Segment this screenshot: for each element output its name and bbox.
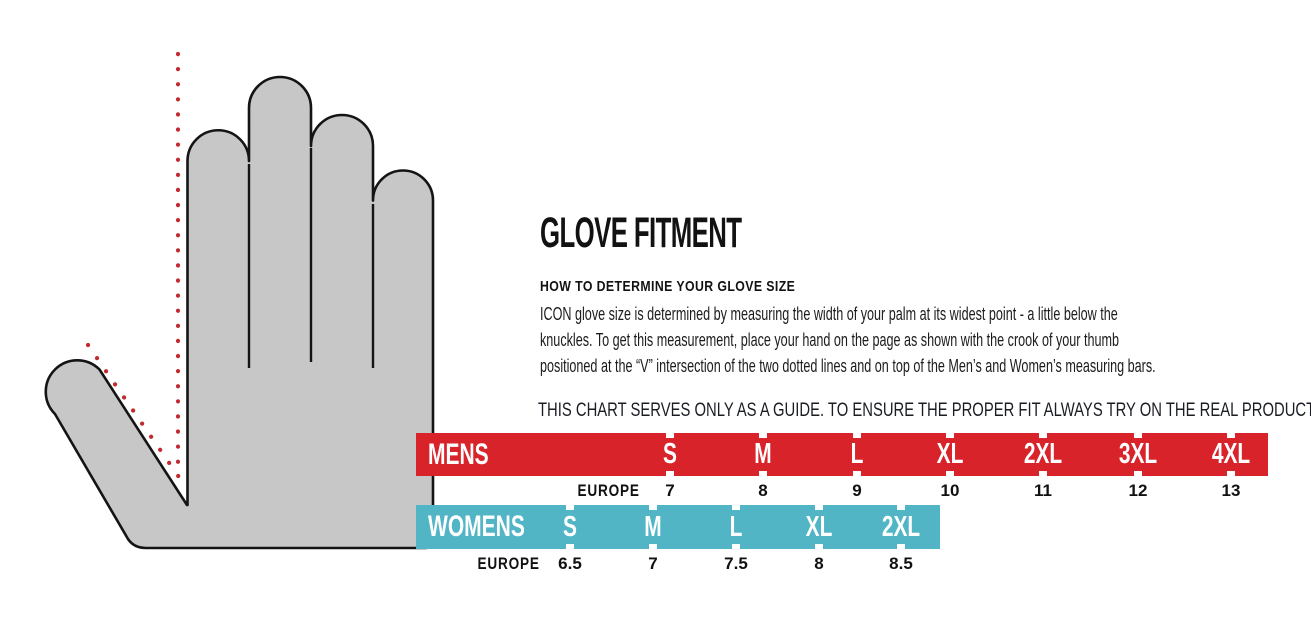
tick-mark (666, 433, 674, 438)
tick-mark (1039, 433, 1047, 438)
tick-mark (649, 544, 657, 549)
tick-mark (732, 544, 740, 549)
tick-mark (566, 505, 574, 510)
womens-size-label: XL (805, 510, 833, 543)
tick-mark (1134, 433, 1142, 438)
mens-size-label: M (754, 438, 772, 470)
tick-mark (566, 544, 574, 549)
tick-mark (815, 544, 823, 549)
womens-size-bar: WOMENS S M L XL 2XL (416, 505, 940, 549)
hand-illustration (44, 51, 435, 550)
body-copy-line-1: ICON glove size is determined by measuri… (540, 304, 1118, 324)
page-title: GLOVE FITMENT (540, 209, 742, 257)
tick-mark (666, 471, 674, 476)
tick-mark (1227, 433, 1235, 438)
mens-euro-value: 13 (1221, 481, 1241, 500)
disclaimer-text: THIS CHART SERVES ONLY AS A GUIDE. TO EN… (538, 400, 1311, 421)
mens-euro-value: 11 (1034, 481, 1052, 500)
womens-europe-label: EUROPE (477, 554, 540, 573)
mens-size-label: 3XL (1118, 438, 1158, 470)
mens-size-label: L (850, 438, 864, 470)
tick-mark (732, 505, 740, 510)
mens-euro-value: 10 (940, 481, 960, 500)
tick-mark (1039, 471, 1047, 476)
body-copy-line-3: positioned at the “V” intersection of th… (540, 356, 1156, 376)
mens-euro-value: 12 (1128, 481, 1148, 500)
mens-size-label: 2XL (1023, 438, 1063, 470)
womens-euro-value: 6.5 (558, 554, 582, 573)
womens-size-label: L (729, 510, 743, 543)
tick-mark (946, 433, 954, 438)
mens-euro-value: 9 (852, 481, 862, 500)
mens-euro-value: 8 (758, 481, 768, 500)
womens-euro-value: 8 (814, 554, 824, 573)
mens-size-label: 4XL (1211, 438, 1251, 470)
womens-bar-label: WOMENS (428, 510, 525, 543)
womens-euro-value: 7.5 (724, 554, 748, 573)
womens-size-label: 2XL (881, 510, 921, 543)
mens-size-bar: MENS S M L XL 2XL 3XL 4XL (416, 433, 1268, 476)
tick-mark (897, 505, 905, 510)
tick-mark (649, 505, 657, 510)
mens-bar-label: MENS (428, 437, 489, 471)
tick-mark (853, 471, 861, 476)
womens-size-label: S (563, 510, 577, 543)
mens-europe-label: EUROPE (577, 481, 640, 500)
womens-euro-value: 7 (648, 554, 658, 573)
finger-separator-lines (247, 148, 375, 368)
tick-mark (1134, 471, 1142, 476)
tick-mark (897, 544, 905, 549)
glove-shape (44, 75, 435, 550)
tick-mark (853, 433, 861, 438)
body-copy-line-2: knuckles. To get this measurement, place… (540, 330, 1119, 350)
womens-euro-value: 8.5 (889, 554, 913, 573)
mens-size-label: S (663, 438, 677, 470)
mens-size-label: XL (936, 438, 964, 470)
tick-mark (1227, 471, 1235, 476)
tick-mark (815, 505, 823, 510)
tick-mark (759, 433, 767, 438)
mens-europe-row: EUROPE 7 8 9 10 11 12 13 (0, 481, 1311, 501)
womens-size-label: M (644, 510, 662, 543)
dotted-line-diagonal (85, 342, 182, 480)
tick-mark (759, 471, 767, 476)
tick-mark (946, 471, 954, 476)
womens-europe-row: EUROPE 6.5 7 7.5 8 8.5 (0, 554, 1311, 574)
section-subtitle: HOW TO DETERMINE YOUR GLOVE SIZE (540, 278, 796, 295)
mens-euro-value: 7 (665, 481, 675, 500)
